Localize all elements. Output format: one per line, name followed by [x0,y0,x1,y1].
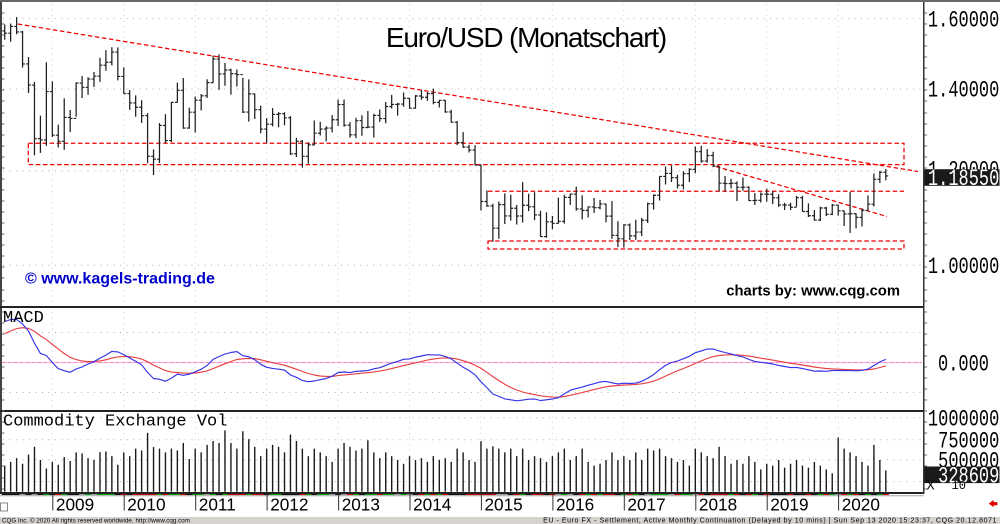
svg-text:EU - Euro FX - Settlement, Act: EU - Euro FX - Settlement, Active Monthl… [543,518,997,524]
svg-text:1.00000: 1.00000 [928,255,999,281]
svg-text:MACD: MACD [3,309,44,328]
svg-text:2014: 2014 [413,494,452,514]
svg-text:10: 10 [952,479,966,493]
svg-text:Euro/USD (Monatschart): Euro/USD (Monatschart) [386,22,666,53]
svg-text:0.000: 0.000 [938,352,989,378]
svg-text:CQG Inc. © 2020 All rights res: CQG Inc. © 2020 All rights reserved worl… [2,518,190,524]
svg-text:1000000: 1000000 [928,407,999,433]
svg-text:2017: 2017 [627,494,665,514]
svg-text:2015: 2015 [485,494,523,514]
svg-text:2009: 2009 [56,494,94,514]
svg-text:2013: 2013 [342,494,380,514]
svg-text:2012: 2012 [270,494,308,514]
svg-text:2020: 2020 [842,494,880,514]
svg-text:2011: 2011 [199,494,236,514]
svg-text:2016: 2016 [556,494,594,514]
svg-text:328609: 328609 [938,464,999,490]
svg-text:© www.kagels-trading.de: © www.kagels-trading.de [25,271,215,288]
svg-text:2018: 2018 [699,494,737,514]
svg-text:2010: 2010 [127,494,165,514]
svg-text:750000: 750000 [938,429,999,455]
svg-text:2019: 2019 [770,494,808,514]
svg-text:Commodity Exchange Vol: Commodity Exchange Vol [3,412,227,431]
svg-text:charts by: www.cqg.com: charts by: www.cqg.com [726,284,900,300]
svg-text:1.18550: 1.18550 [928,167,999,193]
svg-text:X: X [927,479,935,494]
svg-text:1.60000: 1.60000 [928,8,999,34]
svg-text:1.40000: 1.40000 [928,78,999,104]
